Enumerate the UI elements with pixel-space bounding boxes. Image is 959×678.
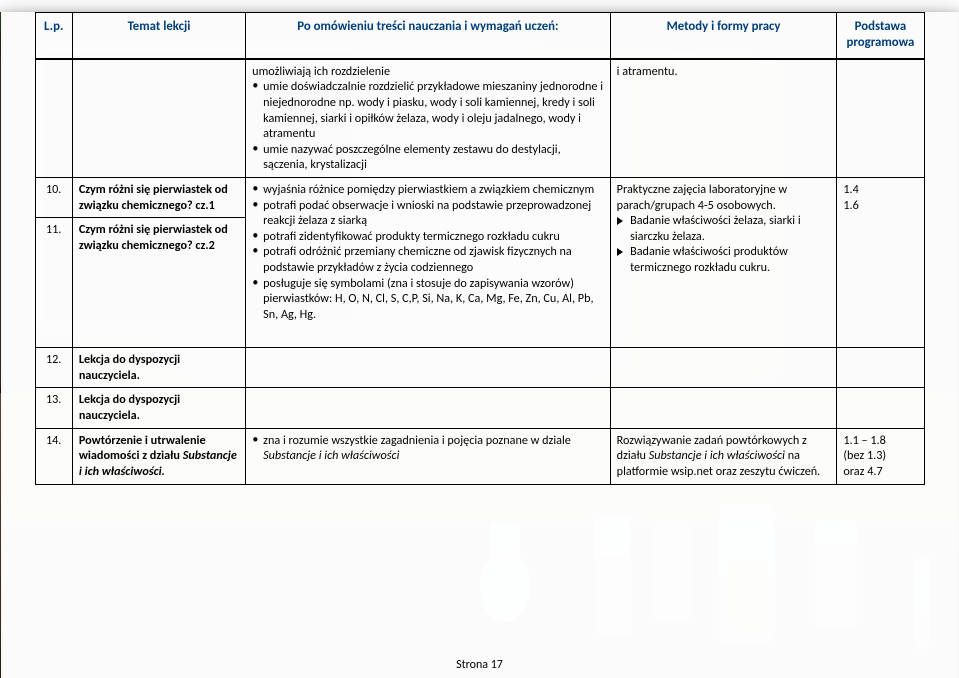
- cell-outcomes-continuation: umożliwiają ich rozdzielenie umie doświa…: [246, 59, 611, 178]
- outcome-item: potrafi podać obserwacje i wnioski na po…: [263, 198, 604, 229]
- table-row-continuation: umożliwiają ich rozdzielenie umie doświa…: [35, 59, 924, 178]
- table-row: 12. Lekcja do dyspozycji nauczyciela.: [35, 348, 924, 388]
- cell-methods-empty: [610, 388, 837, 428]
- col-header-methods: Metody i formy pracy: [610, 13, 837, 59]
- outcome-item: potrafi odróżnić przemiany chemiczne od …: [263, 244, 604, 275]
- col-header-topic: Temat lekcji: [72, 13, 245, 59]
- cell-basis-empty: [837, 348, 924, 388]
- cell-outcomes-merged: wyjaśnia różnice pomiędzy pierwiastkiem …: [246, 178, 611, 348]
- table-header-row: L.p. Temat lekcji Po omówieniu treści na…: [35, 13, 924, 59]
- outcome-italic: Substancje i ich właściwości: [263, 448, 399, 463]
- cell-outcomes-empty: [246, 348, 611, 388]
- outcome-item: zna i rozumie wszystkie zagadnienia i po…: [263, 433, 604, 464]
- cell-topic: Czym różni się pierwiastek od związku ch…: [72, 218, 245, 348]
- outcome-item: posługuje się symbolami (zna i stosuje d…: [263, 276, 604, 323]
- cell-outcomes: zna i rozumie wszystkie zagadnienia i po…: [246, 428, 611, 484]
- cell-basis-empty: [837, 388, 924, 428]
- col-header-basis: Podstawa programowa: [837, 13, 924, 59]
- cell-topic: Czym różni się pierwiastek od związku ch…: [72, 178, 245, 218]
- methods-arrow-item: Badanie właściwości produktów termiczneg…: [630, 244, 830, 275]
- cell-topic: Lekcja do dyspozycji nauczyciela.: [72, 348, 245, 388]
- cell-lp: 11.: [35, 218, 72, 348]
- basis-code: oraz 4.7: [843, 464, 882, 479]
- cell-lp: 13.: [35, 388, 72, 428]
- outcome-item: wyjaśnia różnice pomiędzy pierwiastkiem …: [263, 182, 604, 198]
- cell-methods: Rozwiązywanie zadań powtórkowych z dział…: [610, 428, 837, 484]
- page-number: Strona 17: [1, 658, 959, 672]
- outcome-list: zna i rozumie wszystkie zagadnienia i po…: [252, 433, 604, 464]
- outcome-text: zna i rozumie wszystkie zagadnienia i po…: [263, 433, 571, 448]
- outcome-item: umie nazywać poszczególne elementy zesta…: [263, 142, 604, 173]
- cell-topic: Lekcja do dyspozycji nauczyciela.: [72, 388, 245, 428]
- cell-basis-merged: 1.4 1.6: [837, 178, 924, 348]
- basis-code: (bez 1.3): [843, 448, 886, 463]
- outcome-pretext: umożliwiają ich rozdzielenie: [252, 64, 390, 79]
- basis-line2: programowa: [847, 35, 915, 50]
- table-row: 10. Czym różni się pierwiastek od związk…: [35, 178, 924, 218]
- cell-topic: Powtórzenie i utrwalenie wiadomości z dz…: [72, 428, 245, 484]
- curriculum-table: L.p. Temat lekcji Po omówieniu treści na…: [35, 12, 925, 485]
- cell-basis-empty: [837, 59, 924, 178]
- table-row: 13. Lekcja do dyspozycji nauczyciela.: [35, 388, 924, 428]
- cell-topic-empty: [72, 59, 245, 178]
- cell-methods-continuation: i atramentu.: [610, 59, 837, 178]
- methods-text: Praktyczne zajęcia laboratoryjne w parac…: [617, 182, 787, 213]
- document-page: L.p. Temat lekcji Po omówieniu treści na…: [1, 12, 959, 678]
- outcome-list: wyjaśnia różnice pomiędzy pierwiastkiem …: [252, 182, 604, 322]
- basis-code: 1.1 – 1.8: [843, 433, 885, 448]
- outcome-list: umie doświadczalnie rozdzielić przykłado…: [252, 79, 604, 173]
- methods-arrow-list: Badanie właściwości żelaza, siarki i sia…: [617, 213, 831, 275]
- outcome-item: umie doświadczalnie rozdzielić przykłado…: [263, 79, 604, 141]
- cell-lp: 12.: [35, 348, 72, 388]
- basis-code: 1.6: [843, 198, 858, 213]
- table-row: 14. Powtórzenie i utrwalenie wiadomości …: [35, 428, 924, 484]
- cell-basis: 1.1 – 1.8 (bez 1.3) oraz 4.7: [837, 428, 924, 484]
- cell-lp-empty: [35, 59, 72, 178]
- outcome-item: potrafi zidentyfikować produkty termiczn…: [263, 229, 604, 245]
- cell-methods-empty: [610, 348, 837, 388]
- methods-arrow-item: Badanie właściwości żelaza, siarki i sia…: [630, 213, 830, 244]
- cell-outcomes-empty: [246, 388, 611, 428]
- basis-code: 1.4: [843, 182, 858, 197]
- cell-lp: 14.: [35, 428, 72, 484]
- col-header-outcomes: Po omówieniu treści nauczania i wymagań …: [246, 13, 611, 59]
- basis-line1: Podstawa: [855, 19, 907, 34]
- cell-methods-merged: Praktyczne zajęcia laboratoryjne w parac…: [610, 178, 837, 348]
- cell-lp: 10.: [35, 178, 72, 218]
- methods-italic: Substancje i ich właściwości: [649, 448, 785, 463]
- col-header-lp: L.p.: [35, 13, 72, 59]
